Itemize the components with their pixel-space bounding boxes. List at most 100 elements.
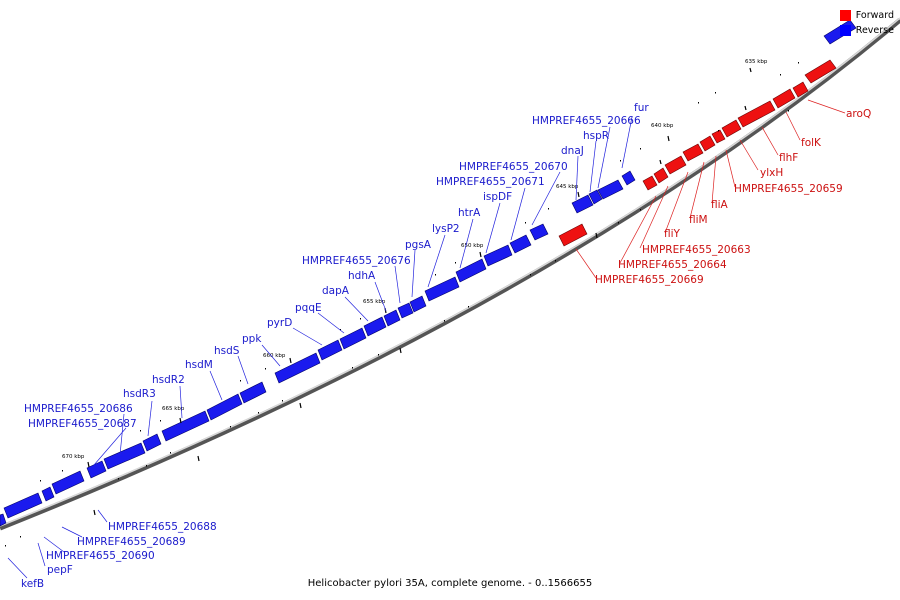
gene-block[interactable] [571, 194, 594, 214]
gene-label: hsdR2 [152, 374, 185, 386]
gene-label: HMPREF4655_20666 [532, 115, 641, 127]
gene-label: HMPREF4655_20676 [302, 255, 411, 267]
gene-label: HMPREF4655_20688 [108, 521, 217, 533]
gene-block[interactable] [682, 143, 704, 162]
gene-block[interactable] [103, 442, 146, 470]
gene-block[interactable] [339, 327, 367, 350]
gene-block[interactable] [51, 470, 85, 495]
kbp-label: 665 kbp [162, 406, 185, 412]
forward-gene-labels: aroQ folK flhF ylxH HMPREF4655_20659 fli… [595, 108, 871, 286]
gene-block[interactable] [397, 302, 414, 319]
gene-label: hspR [583, 130, 609, 142]
gene-label: htrA [458, 207, 481, 219]
gene-block[interactable] [792, 81, 809, 98]
gene-label: dnaJ [561, 145, 584, 157]
forward-genes [558, 59, 837, 247]
genome-caption: Helicobacter pylori 35A, complete genome… [307, 578, 593, 589]
gene-block[interactable] [239, 381, 267, 404]
gene-block[interactable] [804, 59, 837, 84]
gene-label: HMPREF4655_20670 [459, 161, 568, 173]
gene-label: HMPREF4655_20671 [436, 176, 545, 188]
gene-label: HMPREF4655_20664 [618, 259, 727, 271]
gene-label: HMPREF4655_20687 [28, 418, 137, 430]
kbp-label: 670 kbp [62, 454, 85, 460]
gene-block[interactable] [424, 276, 460, 302]
gene-label: ylxH [760, 167, 783, 179]
legend-reverse: Reverse [839, 23, 894, 38]
gene-block[interactable] [383, 309, 401, 327]
gene-block[interactable] [588, 189, 603, 205]
gene-block[interactable] [737, 100, 776, 128]
gene-block[interactable] [317, 339, 343, 361]
reverse-gene-labels: fur HMPREF4655_20666 hspR dnaJ HMPREF465… [21, 102, 649, 590]
forward-swatch [839, 10, 851, 21]
gene-block[interactable] [529, 223, 549, 241]
gene-label: hsdS [214, 345, 240, 357]
gene-block[interactable] [86, 460, 107, 479]
gene-label: aroQ [846, 108, 871, 120]
gene-label: pyrD [267, 317, 292, 329]
kbp-label: 640 kbp [651, 123, 674, 129]
gene-block[interactable] [274, 352, 321, 384]
gene-block[interactable] [699, 135, 716, 152]
gene-label: HMPREF4655_20690 [46, 550, 155, 562]
gene-block[interactable] [621, 170, 636, 186]
gene-label: fur [634, 102, 649, 114]
gene-block[interactable] [142, 433, 162, 452]
kbp-label: 650 kbp [461, 243, 484, 249]
kbp-label: 660 kbp [263, 353, 286, 359]
gene-label: fliA [711, 199, 729, 211]
genome-backbone-highlight [0, 17, 900, 527]
gene-block[interactable] [772, 88, 796, 109]
gene-block[interactable] [3, 492, 43, 519]
gene-label: HMPREF4655_20663 [642, 244, 751, 256]
gene-label: hsdR3 [123, 388, 156, 400]
reverse-genes [0, 19, 857, 527]
gene-label: pgsA [405, 239, 432, 251]
gene-label: kefB [21, 578, 44, 590]
gene-label: ppk [242, 333, 262, 345]
gene-block[interactable] [653, 167, 669, 184]
gene-block[interactable] [363, 316, 387, 337]
forward-leaders [575, 99, 846, 279]
gene-block[interactable] [455, 258, 487, 283]
gene-label: dapA [322, 285, 350, 297]
genome-backbone [0, 18, 900, 531]
kbp-labels: 635 kbp 640 kbp 645 kbp 650 kbp 655 kbp … [62, 59, 768, 460]
kbp-label: 635 kbp [745, 59, 768, 65]
gene-label: HMPREF4655_20686 [24, 403, 133, 415]
gene-label: fliY [664, 228, 681, 240]
minor-ticks [5, 62, 799, 547]
gene-block[interactable] [161, 410, 210, 442]
reverse-swatch [839, 25, 851, 36]
gene-label: pepF [47, 564, 73, 576]
gene-block[interactable] [509, 234, 532, 254]
gene-block[interactable] [711, 129, 726, 144]
gene-label: flhF [779, 152, 798, 164]
gene-block[interactable] [558, 223, 588, 247]
gene-block[interactable] [642, 175, 658, 191]
gene-block[interactable] [721, 119, 742, 138]
gene-label: hsdM [185, 359, 213, 371]
gene-block[interactable] [409, 295, 427, 313]
gene-block[interactable] [664, 155, 687, 175]
gene-label: HMPREF4655_20659 [734, 183, 843, 195]
gene-label: HMPREF4655_20669 [595, 274, 704, 286]
gene-label: ispDF [483, 191, 512, 203]
gene-label: folK [801, 137, 822, 149]
gene-block[interactable] [0, 513, 7, 527]
gene-block[interactable] [41, 486, 55, 502]
gene-label: HMPREF4655_20689 [77, 536, 186, 548]
kbp-label: 655 kbp [363, 299, 386, 305]
legend-reverse-label: Reverse [855, 25, 894, 36]
kbp-label: 645 kbp [556, 184, 579, 190]
gene-block[interactable] [483, 244, 513, 267]
legend-forward-label: Forward [855, 10, 894, 21]
gene-label: lysP2 [432, 223, 460, 235]
gene-block[interactable] [597, 179, 624, 200]
gene-block[interactable] [206, 393, 243, 421]
strand-legend: Forward Reverse [839, 8, 894, 38]
gene-label: fliM [689, 214, 708, 226]
gene-label: hdhA [348, 270, 376, 282]
